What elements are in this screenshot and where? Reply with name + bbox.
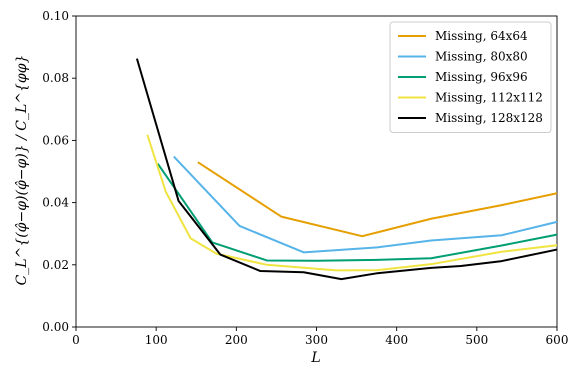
x-tick-label: 400 [385,333,408,347]
y-tick-label: 0.06 [42,133,69,147]
series-line-1 [197,161,558,238]
y-tick-label: 0.02 [42,258,69,272]
y-tick-label: 0.08 [42,71,69,85]
legend-label-2: Missing, 80x80 [435,50,528,64]
series-line-3 [156,163,558,262]
x-tick-label: 200 [225,333,248,347]
series-group [135,58,558,281]
x-tick-label: 300 [305,333,328,347]
ticks: 0 100 200 300 400 500 600 0.00 0.02 0.04 0.06 0.08 0… [42,9,568,347]
x-tick-label: 0 [72,333,80,347]
x-axis-label: L [310,350,320,366]
x-tick-label: 100 [145,333,168,347]
series-line-4 [146,134,558,272]
legend-label-1: Missing, 64x64 [435,29,528,43]
series-line-2 [173,155,558,254]
legend-label-4: Missing, 112x112 [435,91,543,105]
y-tick-label: 0.04 [42,196,69,210]
x-tick-label: 500 [465,333,488,347]
y-tick-label: 0.00 [42,320,69,334]
legend-label-5: Missing, 128x128 [435,111,543,125]
x-tick-label: 600 [546,333,569,347]
legend-label-3: Missing, 96x96 [435,70,528,84]
series-line-5 [135,58,558,281]
y-axis-label: C_L^{(φ̂−φ)(φ̂−φ)} / C_L^{φφ} [14,55,30,286]
y-tick-label: 0.10 [42,9,69,23]
legend-box [389,21,552,133]
legend: Missing, 64x64 Missing, 80x80 Missing, 96x… [389,21,552,133]
